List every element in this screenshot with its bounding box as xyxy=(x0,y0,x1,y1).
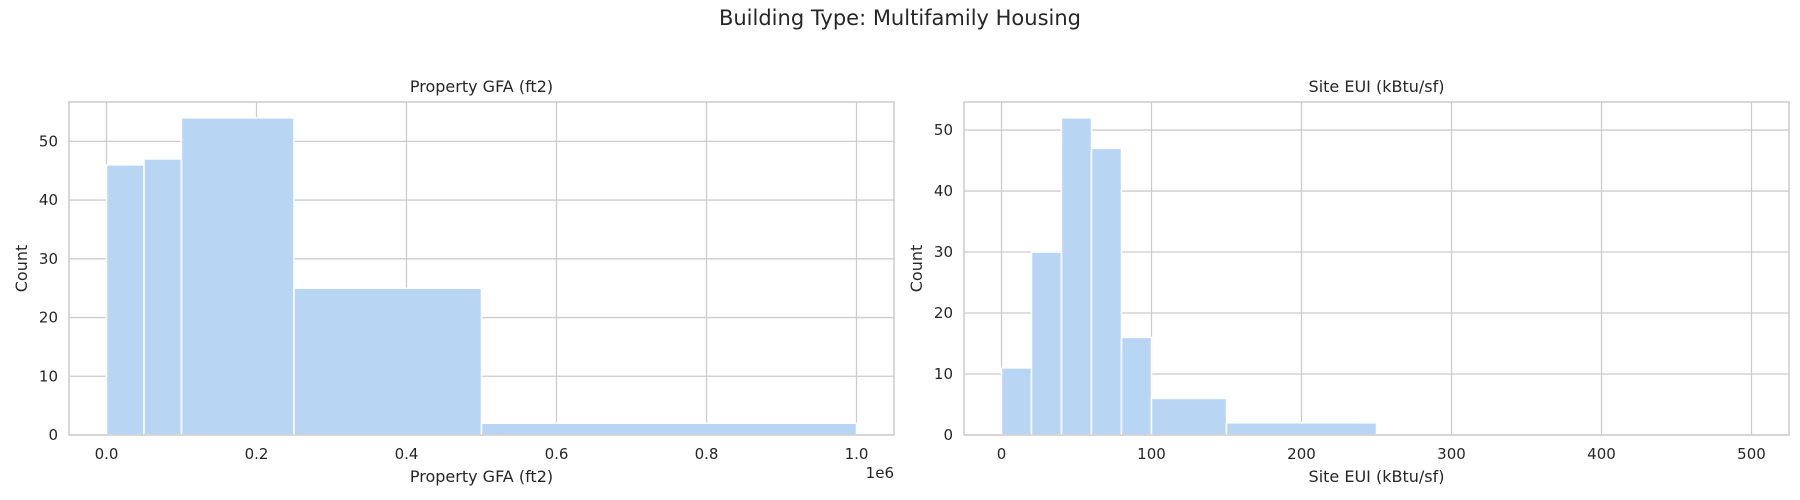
chart1-ytick-label: 10 xyxy=(934,365,953,383)
figure-suptitle: Building Type: Multifamily Housing xyxy=(718,6,1082,30)
chart1-xtick-label: 300 xyxy=(1437,445,1466,463)
chart0-bar xyxy=(105,164,145,436)
chart0-xlabel: Property GFA (ft2) xyxy=(410,467,553,486)
chart0-ytick-label: 0 xyxy=(48,426,58,444)
chart0-ytick-label: 20 xyxy=(39,309,58,327)
chart0-bar xyxy=(143,158,183,436)
chart0-xtick-label: 0.4 xyxy=(395,445,419,463)
chart1-ytick-label: 30 xyxy=(934,243,953,261)
chart1-ytick-label: 50 xyxy=(934,121,953,139)
chart0-xtick-label: 0.6 xyxy=(545,445,569,463)
chart1-frame xyxy=(963,101,1790,436)
chart1-ytick-label: 20 xyxy=(934,304,953,322)
chart0-bar xyxy=(480,422,858,436)
chart1-bar xyxy=(1060,117,1093,436)
chart0-ytick-label: 50 xyxy=(39,132,58,150)
chart0-title: Property GFA (ft2) xyxy=(410,77,553,96)
chart0-xtick-label: 1.0 xyxy=(845,445,869,463)
chart0-ytick-label: 30 xyxy=(39,250,58,268)
chart1-bar xyxy=(1030,251,1063,436)
chart1-bar xyxy=(1000,367,1033,436)
chart0-frame xyxy=(68,101,895,436)
chart0-ytick-label: 40 xyxy=(39,191,58,209)
chart0-bar xyxy=(180,117,295,436)
chart1-ytick-label: 0 xyxy=(943,426,953,444)
chart1-bar xyxy=(1150,397,1228,436)
chart1-bar xyxy=(1225,422,1378,436)
chart1-xtick-label: 500 xyxy=(1737,445,1766,463)
chart1-ylabel: Count xyxy=(907,245,926,293)
chart0-x-offset-text: 1e6 xyxy=(866,464,894,482)
chart1-xtick-label: 100 xyxy=(1137,445,1166,463)
chart1-ytick-label: 40 xyxy=(934,182,953,200)
chart0-xtick-label: 0.8 xyxy=(695,445,719,463)
chart0-bar xyxy=(293,287,483,436)
chart0-xtick-label: 0.0 xyxy=(95,445,119,463)
chart1-xlabel: Site EUI (kBtu/sf) xyxy=(1309,467,1445,486)
chart0-ytick-label: 10 xyxy=(39,367,58,385)
chart1-xtick-label: 200 xyxy=(1287,445,1316,463)
chart1-xtick-label: 400 xyxy=(1587,445,1616,463)
chart0-ylabel: Count xyxy=(12,245,31,293)
chart1-title: Site EUI (kBtu/sf) xyxy=(1309,77,1445,96)
chart1-bar xyxy=(1090,147,1123,436)
chart1-xtick-label: 0 xyxy=(997,445,1007,463)
chart0-xtick-label: 0.2 xyxy=(245,445,269,463)
chart1-bar xyxy=(1120,336,1153,436)
